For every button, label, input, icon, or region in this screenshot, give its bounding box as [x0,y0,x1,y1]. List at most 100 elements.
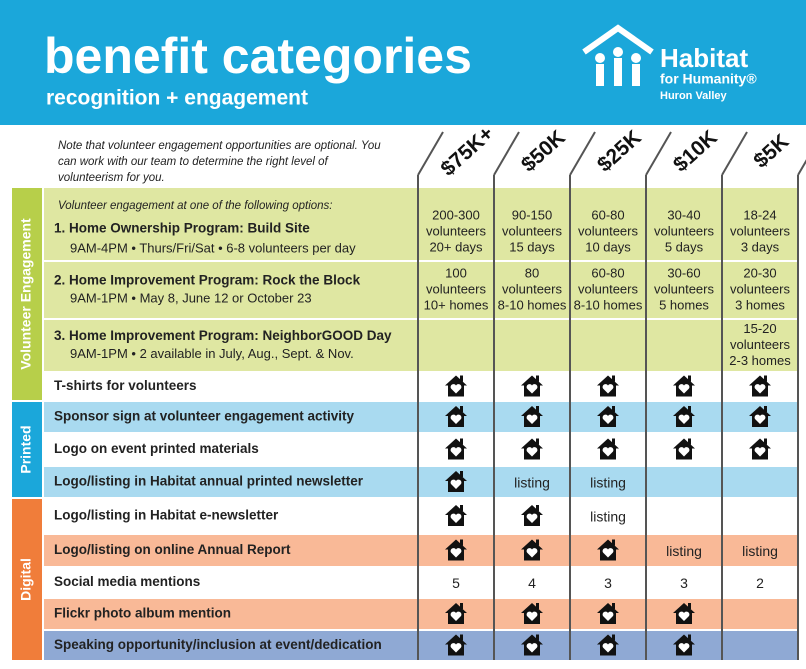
row-bg [44,499,798,533]
icon-chimney [536,406,539,412]
icon-heart [754,447,766,457]
row-bg [44,320,798,371]
row-bg [44,467,798,497]
cell-line: 80 [525,265,539,280]
cell-line: volunteers [426,281,486,296]
icon-heart [526,414,538,424]
row-title: Flickr photo album mention [54,606,231,621]
icon-chimney [536,603,539,609]
cell-line: volunteers [730,337,790,352]
cell-line: 5 days [665,239,704,254]
icon-heart [450,611,462,621]
icon-heart [678,384,690,394]
note-line: volunteerism for you. [58,172,165,184]
icon-heart [526,548,538,558]
icon-heart [678,611,690,621]
icon-chimney [536,375,539,382]
included-icon [445,375,467,397]
icon-chimney [612,539,615,546]
row-bg [44,188,798,260]
icon-chimney [460,603,463,609]
cell-line: 90-150 [512,207,552,222]
icon-heart [602,548,614,558]
cell-line: 10 days [585,239,631,254]
icon-chimney [612,634,615,641]
icon-heart [450,548,462,558]
included-icon [673,438,695,460]
icon-chimney [460,505,463,511]
cell-line: 200-300 [432,207,480,222]
cell-line: 100 [445,265,467,280]
icon-heart [678,643,690,653]
icon-heart [754,414,766,424]
icon-heart [678,447,690,457]
cell-line: 30-60 [667,265,700,280]
cell-line: 3 homes [735,297,785,312]
row-bg [44,631,798,660]
icon-chimney [688,438,691,445]
logo-name: Habitat [660,43,748,73]
icon-chimney [688,375,691,382]
column-header: $75K+ [436,122,498,181]
row-bg [44,434,798,465]
section-band [12,188,42,400]
included-icon [445,438,467,460]
included-icon [673,634,695,656]
icon-heart [526,513,538,523]
icon-heart [450,414,462,424]
icon-chimney [688,603,691,609]
section-label: Printed [18,425,34,473]
included-icon [521,375,543,397]
icon-chimney [764,438,767,445]
row-title: Logo on event printed materials [54,441,259,456]
cell-text: listing [742,543,778,559]
cell-text: 3 [680,575,688,591]
included-icon [597,375,619,397]
icon-chimney [612,375,615,382]
column-header: $5K [749,130,793,173]
icon-chimney [460,375,463,382]
cell-line: 10+ homes [424,297,489,312]
section-band [12,402,42,497]
icon-heart [526,611,538,621]
included-icon [597,634,619,656]
cell-line: volunteers [502,223,562,238]
row-bg [44,599,798,629]
icon-chimney [612,438,615,445]
cell-text: listing [666,543,702,559]
icon-chimney [612,603,615,609]
cell-line: 18-24 [743,207,776,222]
cell-line: volunteers [426,223,486,238]
cell-text: 5 [452,575,460,591]
cell-line: 15-20 [743,321,776,336]
note-line: Note that volunteer engagement opportuni… [58,140,381,152]
column-divider [721,131,748,176]
included-icon [597,406,619,427]
icon-heart [754,384,766,394]
row-bg [44,535,798,566]
row-title: Logo/listing in Habitat annual printed n… [54,474,364,489]
icon-chimney [460,438,463,445]
row-title: 2. Home Improvement Program: Rock the Bl… [54,273,361,288]
row-bg [44,568,798,597]
icon-chimney [688,634,691,641]
included-icon [749,438,771,460]
cell-text: 4 [528,575,536,591]
icon-heart [450,643,462,653]
section-label: Volunteer Engagement [18,218,34,370]
icon-chimney [688,406,691,412]
row-detail: 9AM-1PM • 2 available in July, Aug., Sep… [70,346,354,361]
column-divider [417,131,444,176]
column-divider [493,131,520,176]
included-icon [445,471,467,492]
cell-line: 60-80 [591,265,624,280]
included-icon [521,539,543,561]
included-icon [445,603,467,624]
cell-line: 15 days [509,239,555,254]
icon-chimney [536,505,539,511]
icon-heart [678,414,690,424]
column-header: $10K [669,126,722,177]
title: benefit categories [44,28,472,84]
cell-text: 3 [604,575,612,591]
